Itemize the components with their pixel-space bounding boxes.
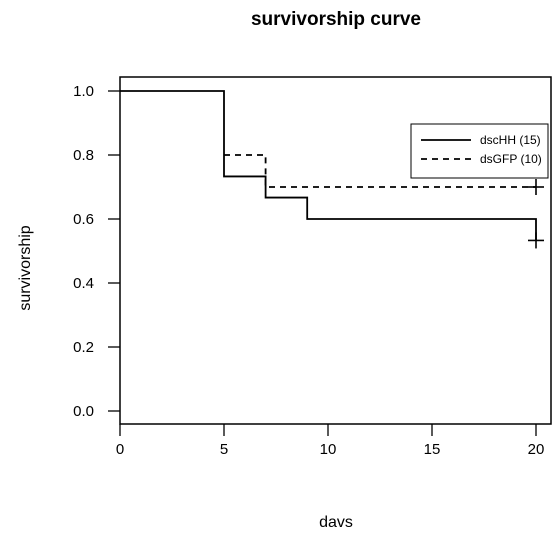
series-layer — [120, 90, 544, 249]
y-tick-label: 0.2 — [73, 339, 94, 356]
series-line-dsgfp-10 — [224, 154, 536, 188]
x-tick-label: 15 — [424, 441, 441, 458]
y-tick-label: 0.4 — [73, 275, 94, 292]
legend: dscHH (15) dsGFP (10) — [410, 123, 549, 179]
x-axis: 0 5 10 15 20 — [116, 424, 545, 458]
censor-mark-dsgfp-10 — [528, 179, 544, 195]
legend-label-dschh: dscHH (15) — [480, 133, 541, 147]
y-axis: 0.0 0.2 0.4 0.6 0.8 1.0 — [73, 83, 120, 420]
x-tick-label: 20 — [528, 441, 545, 458]
y-tick-label: 0.0 — [73, 403, 94, 420]
y-axis-label: survivorship — [17, 225, 34, 310]
x-tick-label: 10 — [320, 441, 337, 458]
censor-mark-dschh-15 — [528, 232, 544, 249]
x-axis-label: davs — [319, 514, 353, 531]
legend-box — [410, 123, 549, 179]
legend-label-dsgfp: dsGFP (10) — [480, 152, 542, 166]
series-line-dschh-15 — [120, 90, 537, 241]
y-tick-label: 0.6 — [73, 211, 94, 228]
y-tick-label: 1.0 — [73, 83, 94, 100]
y-tick-label: 0.8 — [73, 147, 94, 164]
plot-frame — [119, 76, 552, 425]
x-tick-label: 0 — [116, 441, 124, 458]
chart-title: survivorship curve — [251, 9, 421, 30]
x-tick-label: 5 — [220, 441, 228, 458]
